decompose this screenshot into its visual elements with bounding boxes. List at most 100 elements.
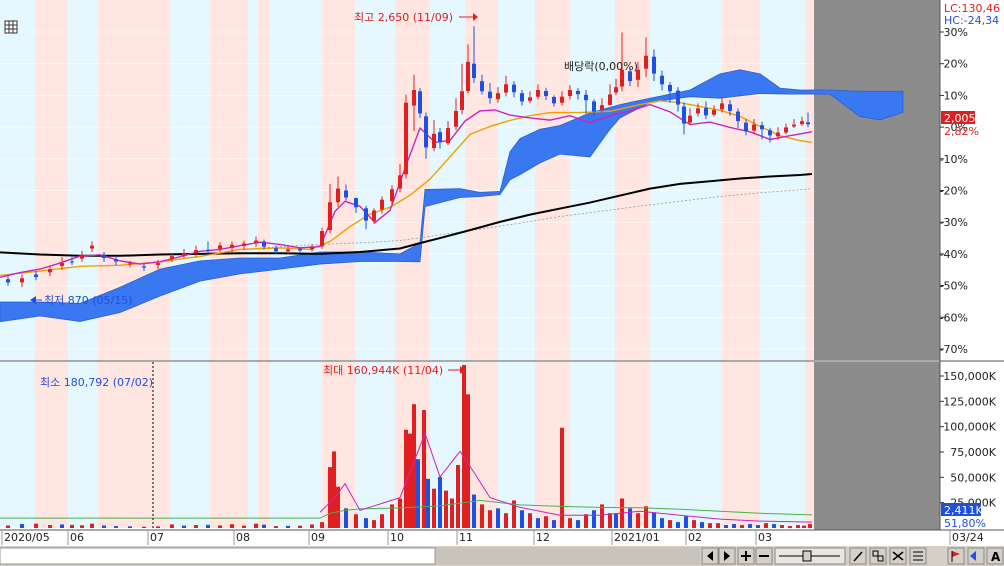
- period-band: [535, 362, 570, 528]
- candle-body: [466, 61, 470, 91]
- price-tick-label: 30%: [944, 26, 968, 39]
- volume-bar: [298, 525, 302, 528]
- price-tick-label: 10%: [944, 89, 968, 102]
- volume-bar: [80, 525, 84, 528]
- volume-bar: [310, 524, 314, 528]
- volume-bar: [700, 522, 704, 528]
- candle-body: [34, 274, 38, 278]
- candle-body: [128, 263, 132, 265]
- price-tick-label: -50%: [940, 280, 968, 293]
- volume-bar: [230, 524, 234, 528]
- period-band: [0, 362, 35, 528]
- candle-body: [242, 243, 246, 246]
- volume-bar: [676, 522, 680, 528]
- volume-bar: [466, 394, 470, 528]
- zoom-in-icon[interactable]: [737, 547, 755, 565]
- high-annotation: 최고 2,650 (11/09): [354, 11, 453, 24]
- price-tick-label: -20%: [940, 185, 968, 198]
- candle-body: [560, 96, 564, 103]
- grid-icon[interactable]: [4, 20, 18, 34]
- volume-bar: [332, 451, 336, 528]
- period-band: [570, 0, 615, 360]
- price-axis: 30% 20% 10% 0% -10% -20% -30% -40% -50% -60% -70%: [940, 26, 968, 356]
- candle-body: [668, 84, 672, 92]
- candle-body: [628, 71, 632, 82]
- volume-bar: [740, 525, 744, 528]
- volume-bar: [644, 506, 648, 528]
- candle-body: [6, 279, 10, 283]
- date-tick-label: 06: [70, 531, 84, 544]
- volume-ma-short-line: [319, 432, 813, 523]
- date-tick-label: 03: [758, 531, 772, 544]
- volume-bar: [628, 508, 632, 528]
- hc-label: HC:-24,34: [944, 14, 999, 27]
- volume-bar: [764, 523, 768, 528]
- text-icon[interactable]: [967, 547, 985, 565]
- candle-body: [644, 55, 648, 69]
- date-tick-label: 11: [459, 531, 473, 544]
- volume-bar: [568, 518, 572, 528]
- volume-bar: [114, 526, 118, 528]
- volume-bar: [142, 526, 146, 528]
- date-tick-label: 2021/01: [614, 531, 660, 544]
- candle-body: [142, 266, 146, 268]
- volume-bar: [456, 465, 460, 528]
- candle-body: [336, 188, 340, 203]
- candle-body: [80, 255, 84, 259]
- candle-body: [592, 101, 596, 112]
- candle-body: [48, 269, 52, 273]
- compare-icon[interactable]: [869, 547, 887, 565]
- ichimoku-cloud: [0, 69, 904, 323]
- font-icon[interactable]: A: [986, 547, 1004, 565]
- volume-bar: [808, 524, 812, 528]
- candle-body: [488, 91, 492, 99]
- volume-bar: [206, 524, 210, 528]
- volume-bar: [756, 525, 760, 528]
- candle-body: [660, 75, 664, 85]
- volume-bar: [496, 508, 500, 528]
- high-arrowhead: [473, 13, 478, 21]
- future-volume-area: [814, 362, 940, 530]
- volume-bar: [372, 520, 376, 528]
- price-tick-label: 0%: [951, 121, 968, 134]
- volume-bar: [488, 510, 492, 528]
- volume-bar: [6, 525, 10, 528]
- period-band: [355, 0, 395, 360]
- candle-body: [230, 244, 234, 248]
- volume-bar: [364, 518, 368, 528]
- scroll-left-icon[interactable]: [701, 547, 719, 565]
- candle-body: [568, 90, 572, 97]
- period-band: [650, 0, 690, 360]
- volume-bar: [450, 498, 454, 528]
- candle-body: [744, 122, 748, 132]
- volume-bar: [536, 518, 540, 528]
- candle-body: [712, 109, 716, 115]
- list-icon[interactable]: [909, 547, 927, 565]
- period-band: [430, 0, 465, 360]
- candle-body: [784, 127, 788, 133]
- flag-icon[interactable]: [947, 547, 965, 565]
- chart-type-icon[interactable]: [849, 547, 867, 565]
- candle-body: [806, 122, 810, 125]
- candle-body: [218, 245, 222, 249]
- volume-bar: [796, 525, 800, 528]
- volume-bar: [584, 514, 588, 528]
- volume-bar: [520, 510, 524, 528]
- scroll-right-icon[interactable]: [718, 547, 736, 565]
- volume-bar: [512, 500, 516, 528]
- candle-body: [480, 81, 484, 92]
- period-band: [170, 362, 210, 528]
- volume-bar: [528, 513, 532, 528]
- scroll-thumb[interactable]: [0, 547, 436, 565]
- settings-icon[interactable]: [889, 547, 907, 565]
- volume-ma-line: [0, 499, 813, 519]
- candle-body: [390, 189, 394, 202]
- volume-bar: [432, 488, 436, 528]
- volume-bar: [480, 504, 484, 528]
- zoom-out-icon[interactable]: [755, 547, 773, 565]
- svg-text:A: A: [991, 550, 1001, 564]
- scroll-icon[interactable]: [774, 547, 846, 565]
- price-tick-label: -30%: [940, 216, 968, 229]
- price-tick-label: 20%: [944, 58, 968, 71]
- ma-mid-line: [0, 100, 813, 277]
